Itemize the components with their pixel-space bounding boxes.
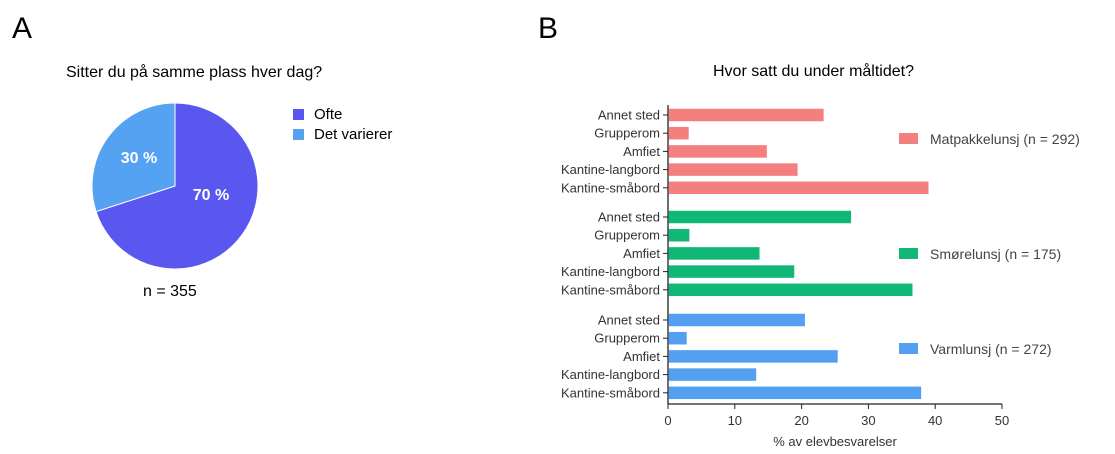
y-tick-label: Amfiet <box>623 144 660 159</box>
pie-chart-title: Sitter du på samme plass hver dag? <box>66 64 323 81</box>
legend-swatch <box>293 109 304 120</box>
bar <box>668 247 760 260</box>
pie-sample-size: n = 355 <box>143 283 197 300</box>
bar <box>668 350 838 363</box>
legend-swatch <box>293 129 304 140</box>
series-legend-label: Varmlunsj (n = 272) <box>930 341 1052 357</box>
x-axis-label: % av elevbesvarelser <box>773 434 897 449</box>
panel-label-a: A <box>12 12 33 45</box>
bar-chart-title: Hvor satt du under måltidet? <box>713 63 914 80</box>
y-tick-label: Amfiet <box>623 246 660 261</box>
pie-legend-label: Ofte <box>314 106 343 123</box>
series-legend-label: Smørelunsj (n = 175) <box>930 246 1061 262</box>
bar <box>668 313 805 327</box>
y-tick-label: Annet sted <box>598 210 660 225</box>
bar <box>668 163 798 176</box>
y-tick-label: Grupperom <box>594 228 660 243</box>
pie-legend-item-det-varierer: Det varierer <box>293 126 392 143</box>
y-tick-label: Annet sted <box>598 108 660 123</box>
x-tick-label: 20 <box>794 413 808 428</box>
bar <box>668 265 795 278</box>
pie-slice-label: 70 % <box>193 187 229 204</box>
y-tick-label: Grupperom <box>594 126 660 141</box>
bar <box>668 283 913 297</box>
y-tick-label: Kantine-langbord <box>561 162 660 177</box>
x-tick-label: 10 <box>728 413 742 428</box>
bar <box>668 228 690 242</box>
y-tick-label: Kantine-småbord <box>561 385 660 400</box>
series-legend-label: Matpakkelunsj (n = 292) <box>930 131 1080 147</box>
y-tick-label: Kantine-langbord <box>561 264 660 279</box>
y-tick-label: Kantine-langbord <box>561 367 660 382</box>
bar <box>668 386 922 400</box>
pie-slice-det-varierer <box>91 102 176 213</box>
bar <box>668 145 767 158</box>
x-tick-label: 0 <box>664 413 671 428</box>
bar <box>668 126 689 140</box>
y-tick-label: Annet sted <box>598 313 660 328</box>
bar <box>668 210 852 224</box>
series-legend-swatch <box>899 343 918 354</box>
x-tick-label: 40 <box>928 413 942 428</box>
y-tick-label: Kantine-småbord <box>561 180 660 195</box>
y-tick-label: Kantine-småbord <box>561 282 660 297</box>
y-tick-label: Amfiet <box>623 349 660 364</box>
panel-label-b: B <box>538 12 559 45</box>
bar <box>668 331 687 345</box>
x-tick-label: 50 <box>995 413 1009 428</box>
series-legend-swatch <box>899 248 918 259</box>
bar <box>668 181 929 195</box>
bar <box>668 368 757 381</box>
y-tick-label: Grupperom <box>594 331 660 346</box>
x-tick-label: 30 <box>861 413 875 428</box>
pie-slice-ofte <box>95 102 259 270</box>
series-legend-swatch <box>899 133 918 144</box>
bar <box>668 108 824 122</box>
pie-slice-label: 30 % <box>121 150 157 167</box>
pie-legend-label: Det varierer <box>314 126 393 143</box>
pie-legend-item-ofte: Ofte <box>293 106 342 123</box>
